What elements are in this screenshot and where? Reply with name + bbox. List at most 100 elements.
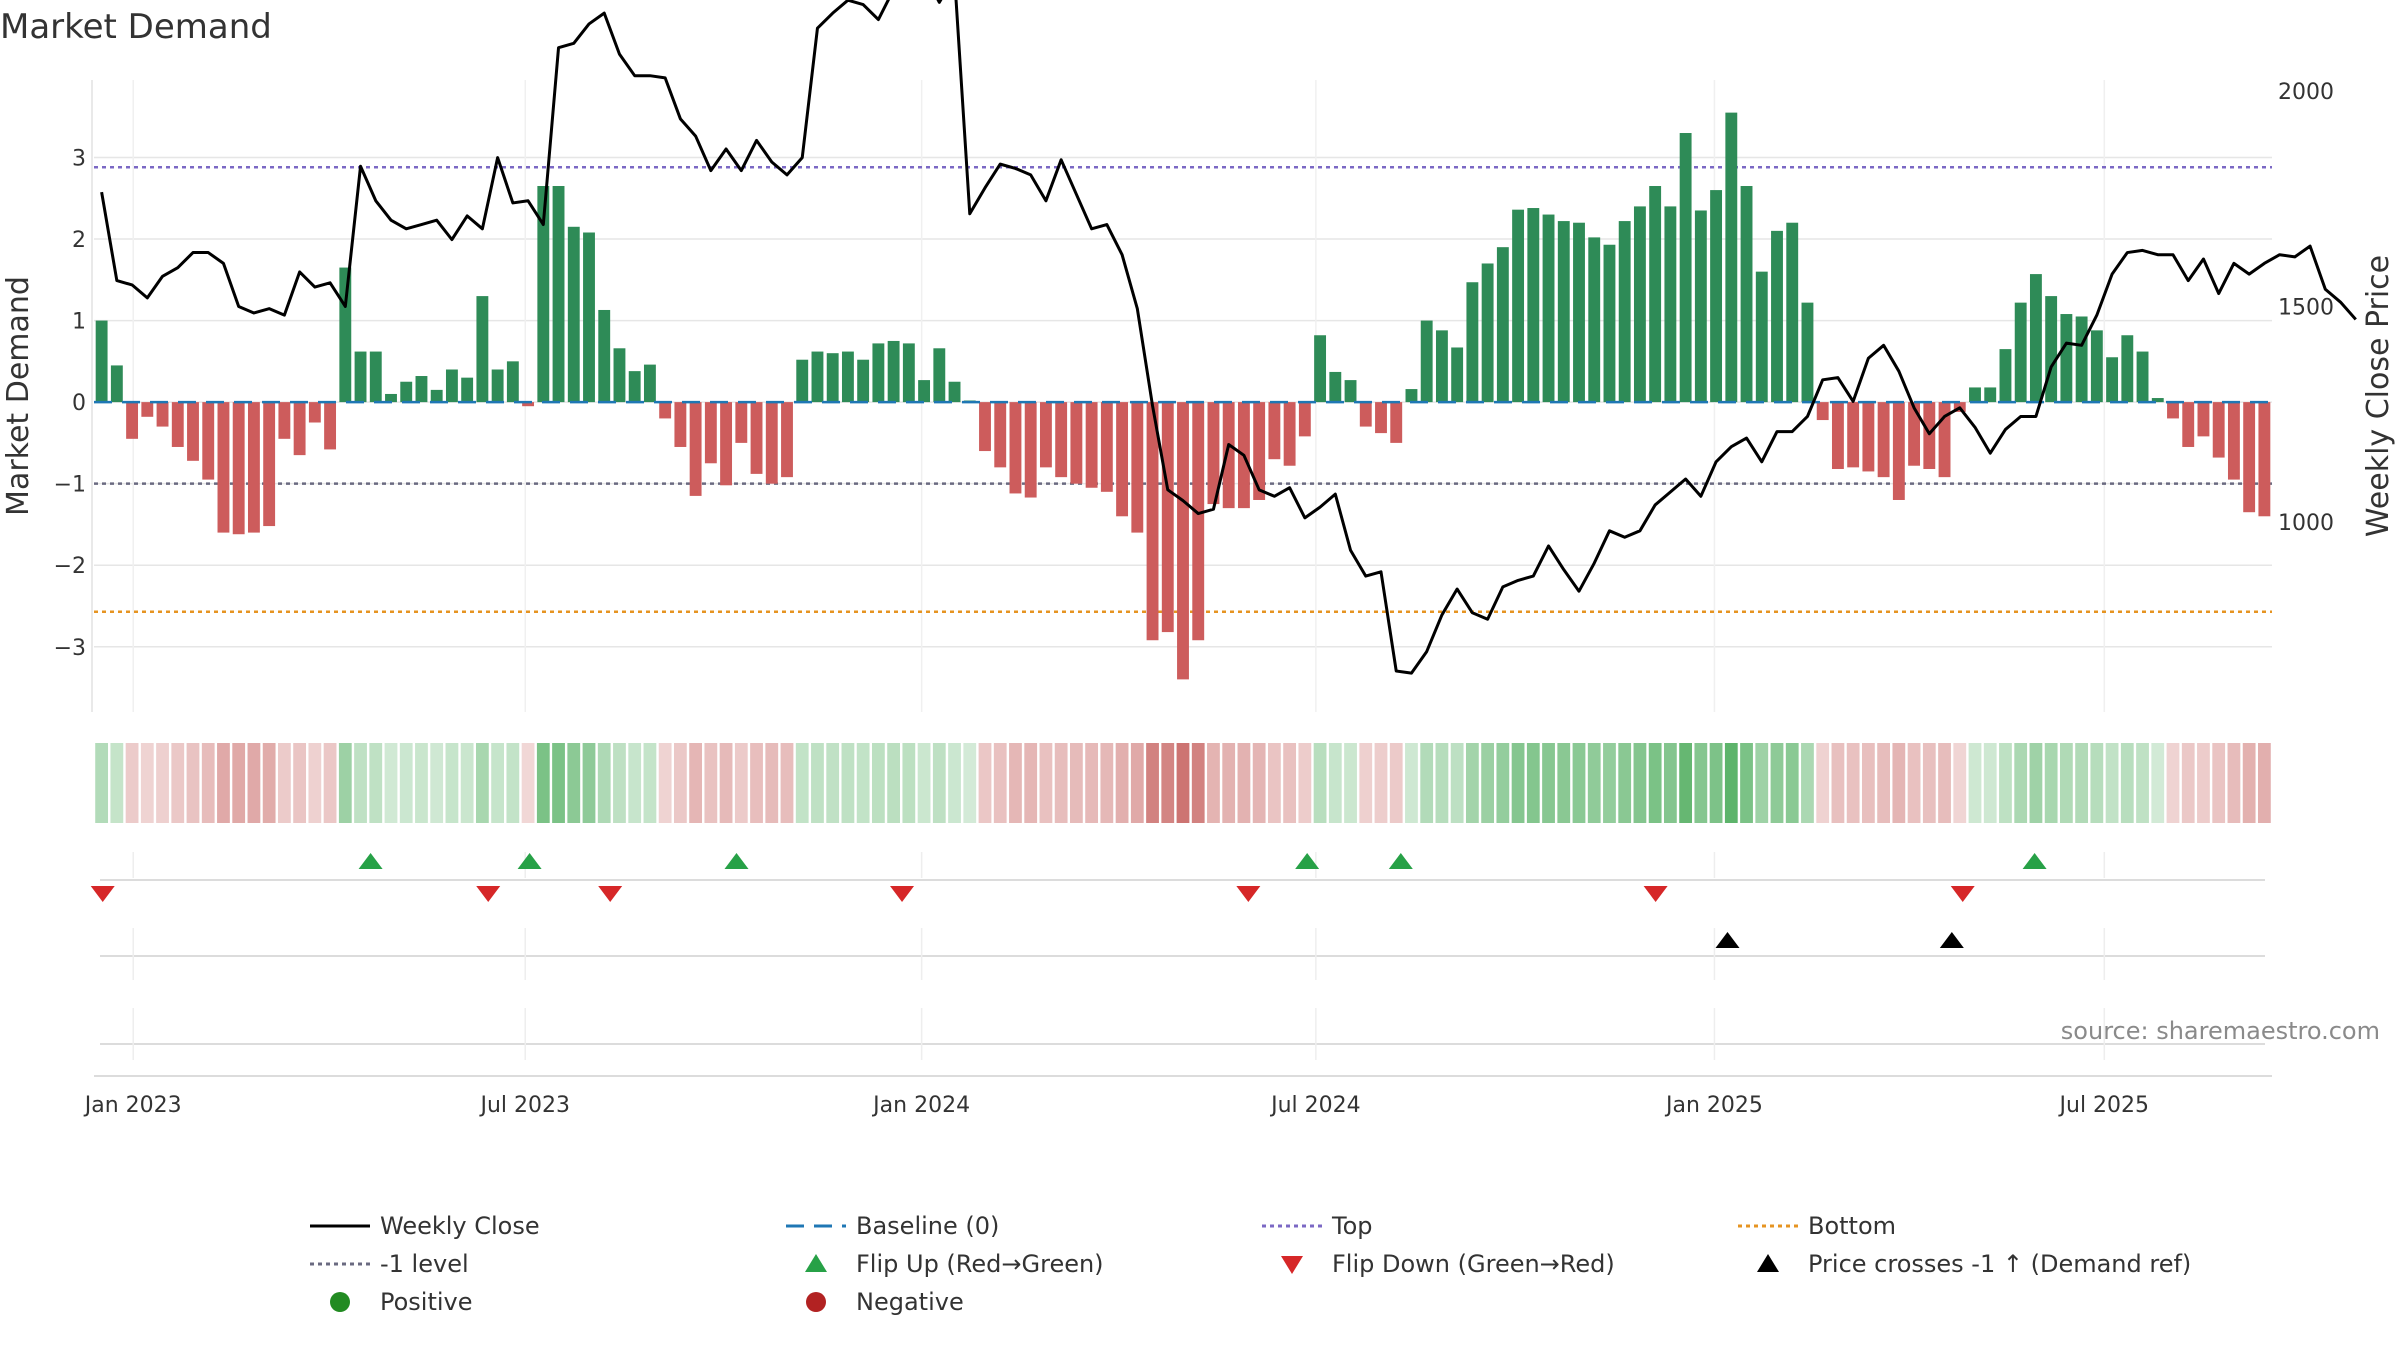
demand-bar — [1573, 222, 1585, 403]
heat-cell — [156, 743, 169, 823]
heat-cell — [1161, 743, 1175, 823]
demand-bar — [1984, 387, 1997, 403]
demand-bar — [1253, 402, 1266, 500]
heat-cell — [338, 743, 352, 823]
heat-cell — [1009, 743, 1022, 823]
demand-bar — [1740, 186, 1753, 403]
heat-cell — [613, 743, 626, 823]
heat-cell — [1648, 743, 1662, 823]
heat-cell — [1450, 743, 1464, 823]
heat-cell — [978, 743, 992, 823]
demand-bar — [126, 402, 139, 439]
heat-cell — [1435, 743, 1449, 823]
heat-cell — [1146, 743, 1159, 823]
heat-cell — [1222, 743, 1236, 823]
demand-bar — [583, 232, 595, 403]
heat-cell — [399, 743, 413, 823]
x-tick-label: Jan 2025 — [1664, 1093, 1763, 1118]
demand-bar — [1801, 302, 1814, 403]
legend-price-cross-swatch — [1757, 1254, 1779, 1272]
heat-cell — [1465, 743, 1479, 823]
demand-bar — [2151, 398, 2164, 403]
demand-bar — [1862, 402, 1875, 472]
heat-cell — [2197, 743, 2210, 823]
demand-bar — [2182, 402, 2195, 447]
heat-cell — [750, 743, 763, 823]
demand-bar — [1192, 402, 1205, 641]
heat-cell — [1709, 743, 1723, 823]
demand-bar — [1055, 402, 1068, 478]
heat-cell — [186, 743, 200, 823]
heat-cell — [765, 743, 779, 823]
demand-bar — [1649, 186, 1662, 403]
demand-bar — [1892, 402, 1905, 500]
heat-cell — [1633, 743, 1647, 823]
heat-cell — [445, 743, 459, 823]
demand-bar — [2121, 335, 2134, 403]
flip-down-marker — [90, 886, 115, 902]
heat-cell — [1542, 743, 1555, 823]
demand-heat-strip — [95, 743, 2271, 823]
demand-bars — [95, 112, 2271, 680]
demand-bar — [552, 186, 565, 403]
demand-bar — [141, 402, 154, 417]
heat-cell — [1694, 743, 1708, 823]
heat-cell — [1328, 743, 1342, 823]
demand-bar — [2014, 302, 2027, 403]
demand-bar — [704, 402, 717, 464]
demand-bar — [765, 402, 778, 484]
demand-bar — [2060, 314, 2073, 403]
y-axis-label: Market Demand — [1, 276, 36, 516]
demand-bar — [491, 369, 504, 403]
heat-cell — [1618, 743, 1632, 823]
demand-bar — [1664, 206, 1677, 403]
heat-cell — [1572, 743, 1586, 823]
demand-bar — [1755, 271, 1768, 403]
demand-bar — [613, 348, 626, 403]
price-cross-marker — [1939, 932, 1964, 948]
demand-bar — [994, 402, 1007, 468]
legend: Weekly Close Baseline (0) Top Bottom -1 … — [310, 1212, 2191, 1316]
demand-bar — [522, 402, 535, 407]
demand-bar — [1405, 389, 1418, 403]
heat-cell — [1039, 743, 1053, 823]
demand-bar — [628, 371, 641, 403]
demand-bar — [1344, 380, 1357, 403]
heat-cell — [2090, 743, 2104, 823]
heat-cell — [1587, 743, 1601, 823]
demand-bar — [354, 351, 367, 403]
heat-cell — [1938, 743, 1951, 823]
heat-cell — [1130, 743, 1144, 823]
demand-bar — [339, 267, 352, 403]
demand-bar — [1131, 402, 1144, 533]
heat-cell — [1024, 743, 1038, 823]
heat-cell — [1724, 743, 1738, 823]
heat-cell — [948, 743, 961, 823]
heat-cell — [1999, 743, 2012, 823]
heat-cell — [460, 743, 474, 823]
heat-cell — [1526, 743, 1540, 823]
heat-cell — [734, 743, 748, 823]
demand-bar — [857, 359, 870, 403]
heat-cell — [887, 743, 901, 823]
flip-down-marker — [598, 886, 623, 902]
heat-cell — [1511, 743, 1525, 823]
heat-cell — [2227, 743, 2241, 823]
heat-cell — [1496, 743, 1510, 823]
heat-cell — [1283, 743, 1297, 823]
x-tick-label: Jul 2025 — [2058, 1093, 2150, 1118]
heat-cell — [826, 743, 840, 823]
heat-cell — [902, 743, 916, 823]
heat-cell — [232, 743, 246, 823]
heat-cell — [963, 743, 977, 823]
demand-bar — [781, 402, 793, 478]
legend-positive-swatch — [330, 1292, 350, 1312]
heat-cell — [247, 743, 261, 823]
heat-cell — [308, 743, 322, 823]
demand-bar — [2212, 402, 2225, 458]
heat-cell — [1252, 743, 1266, 823]
y-tick-label: −1 — [54, 473, 86, 498]
demand-bar — [247, 402, 260, 533]
demand-bar — [796, 359, 809, 403]
heat-cell — [2151, 743, 2165, 823]
